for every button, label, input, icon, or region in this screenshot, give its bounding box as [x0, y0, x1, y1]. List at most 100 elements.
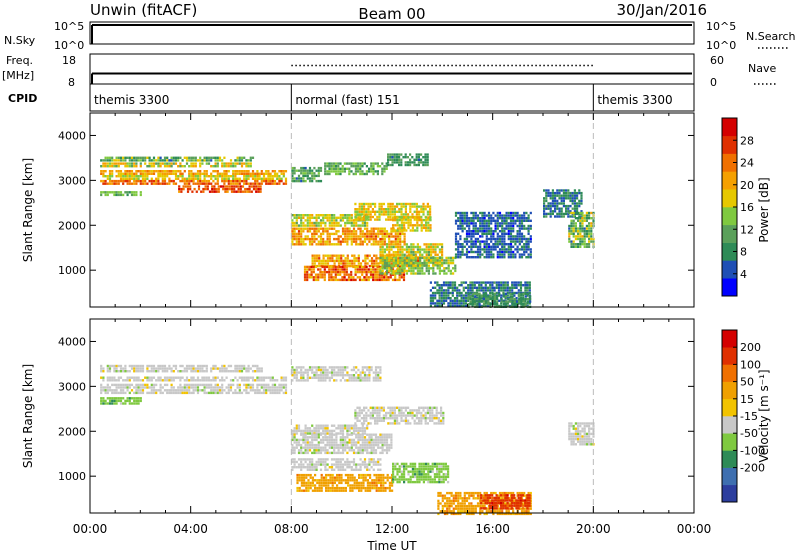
range-cell	[374, 379, 378, 382]
range-cell	[243, 182, 246, 185]
range-cell	[185, 391, 189, 395]
range-cell	[310, 270, 313, 274]
range-cell	[302, 214, 305, 217]
colorbar-tick-label: 24	[740, 157, 754, 170]
range-cell	[490, 237, 493, 241]
range-cell	[225, 386, 228, 389]
range-cell	[570, 224, 573, 228]
range-cell	[311, 368, 314, 372]
range-cell	[386, 256, 389, 260]
range-cell	[389, 202, 392, 206]
range-cell	[291, 227, 294, 230]
range-cell	[519, 289, 523, 292]
range-cell	[339, 243, 342, 246]
range-cell	[509, 250, 513, 254]
range-cell	[315, 216, 318, 219]
range-cell	[108, 379, 112, 382]
range-cell	[174, 376, 178, 379]
range-cell	[479, 256, 482, 259]
range-cell	[224, 187, 227, 191]
range-cell	[517, 289, 520, 292]
range-cell	[581, 222, 584, 225]
range-cell	[487, 243, 491, 246]
range-cell	[238, 156, 241, 159]
range-cell	[523, 219, 526, 222]
range-cell	[472, 217, 475, 220]
range-cell	[515, 281, 518, 284]
range-cell	[456, 297, 459, 300]
range-cell	[381, 256, 384, 260]
range-cell	[313, 376, 316, 379]
range-cell	[405, 245, 408, 249]
range-cell	[383, 261, 386, 265]
range-cell	[384, 254, 387, 257]
range-cell	[163, 170, 167, 173]
range-cell	[375, 264, 378, 268]
range-cell	[333, 259, 336, 263]
range-cell	[311, 216, 314, 219]
range-cell	[113, 162, 116, 165]
range-cell	[354, 210, 357, 213]
range-cell	[400, 411, 403, 415]
range-cell	[311, 254, 314, 257]
range-cell	[356, 419, 359, 422]
range-cell	[115, 179, 118, 183]
range-cell	[104, 389, 107, 392]
range-cell	[497, 286, 501, 289]
range-cell	[350, 170, 353, 173]
range-cell	[492, 235, 495, 238]
range-cell	[396, 406, 399, 409]
range-cell	[381, 235, 384, 238]
range-cell	[304, 371, 307, 374]
range-cell	[302, 240, 305, 243]
range-cell	[491, 286, 494, 289]
range-cell	[352, 424, 356, 427]
range-cell	[442, 294, 446, 297]
range-cell	[392, 216, 395, 219]
range-cell	[304, 166, 307, 170]
range-cell	[545, 194, 548, 197]
range-cell	[494, 245, 497, 248]
range-cell	[346, 221, 349, 225]
range-cell	[457, 256, 460, 259]
range-cell	[415, 202, 418, 206]
range-cell	[350, 237, 353, 241]
range-cell	[237, 190, 240, 193]
range-cell	[398, 406, 401, 409]
range-cell	[179, 386, 182, 389]
range-cell	[369, 202, 372, 206]
range-cell	[389, 213, 392, 216]
range-cell	[146, 182, 149, 185]
range-cell	[361, 379, 364, 382]
range-cell	[115, 386, 118, 389]
range-cell	[588, 214, 591, 217]
range-cell	[465, 224, 469, 228]
range-cell	[245, 391, 248, 395]
range-cell	[104, 391, 107, 395]
range-cell	[122, 397, 125, 400]
range-cell	[511, 300, 514, 303]
range-cell	[260, 386, 263, 389]
range-cell	[295, 240, 298, 243]
range-cell	[113, 179, 116, 183]
range-cell	[126, 191, 129, 194]
range-cell	[513, 300, 516, 303]
range-cell	[558, 212, 561, 216]
beam-title: Beam 00	[358, 5, 425, 23]
range-cell	[343, 268, 346, 271]
range-cell	[420, 158, 423, 161]
range-cell	[579, 219, 582, 222]
range-cell	[102, 399, 105, 403]
range-cell	[111, 159, 114, 162]
range-cell	[313, 174, 316, 178]
range-cell	[192, 391, 195, 395]
range-cell	[585, 230, 588, 233]
range-cell	[271, 182, 274, 185]
range-cell	[528, 302, 531, 305]
range-cell	[383, 237, 386, 241]
range-cell	[354, 170, 357, 173]
range-cell	[402, 273, 406, 276]
range-cell	[221, 162, 224, 165]
range-cell	[434, 297, 437, 300]
range-cell	[374, 278, 377, 282]
